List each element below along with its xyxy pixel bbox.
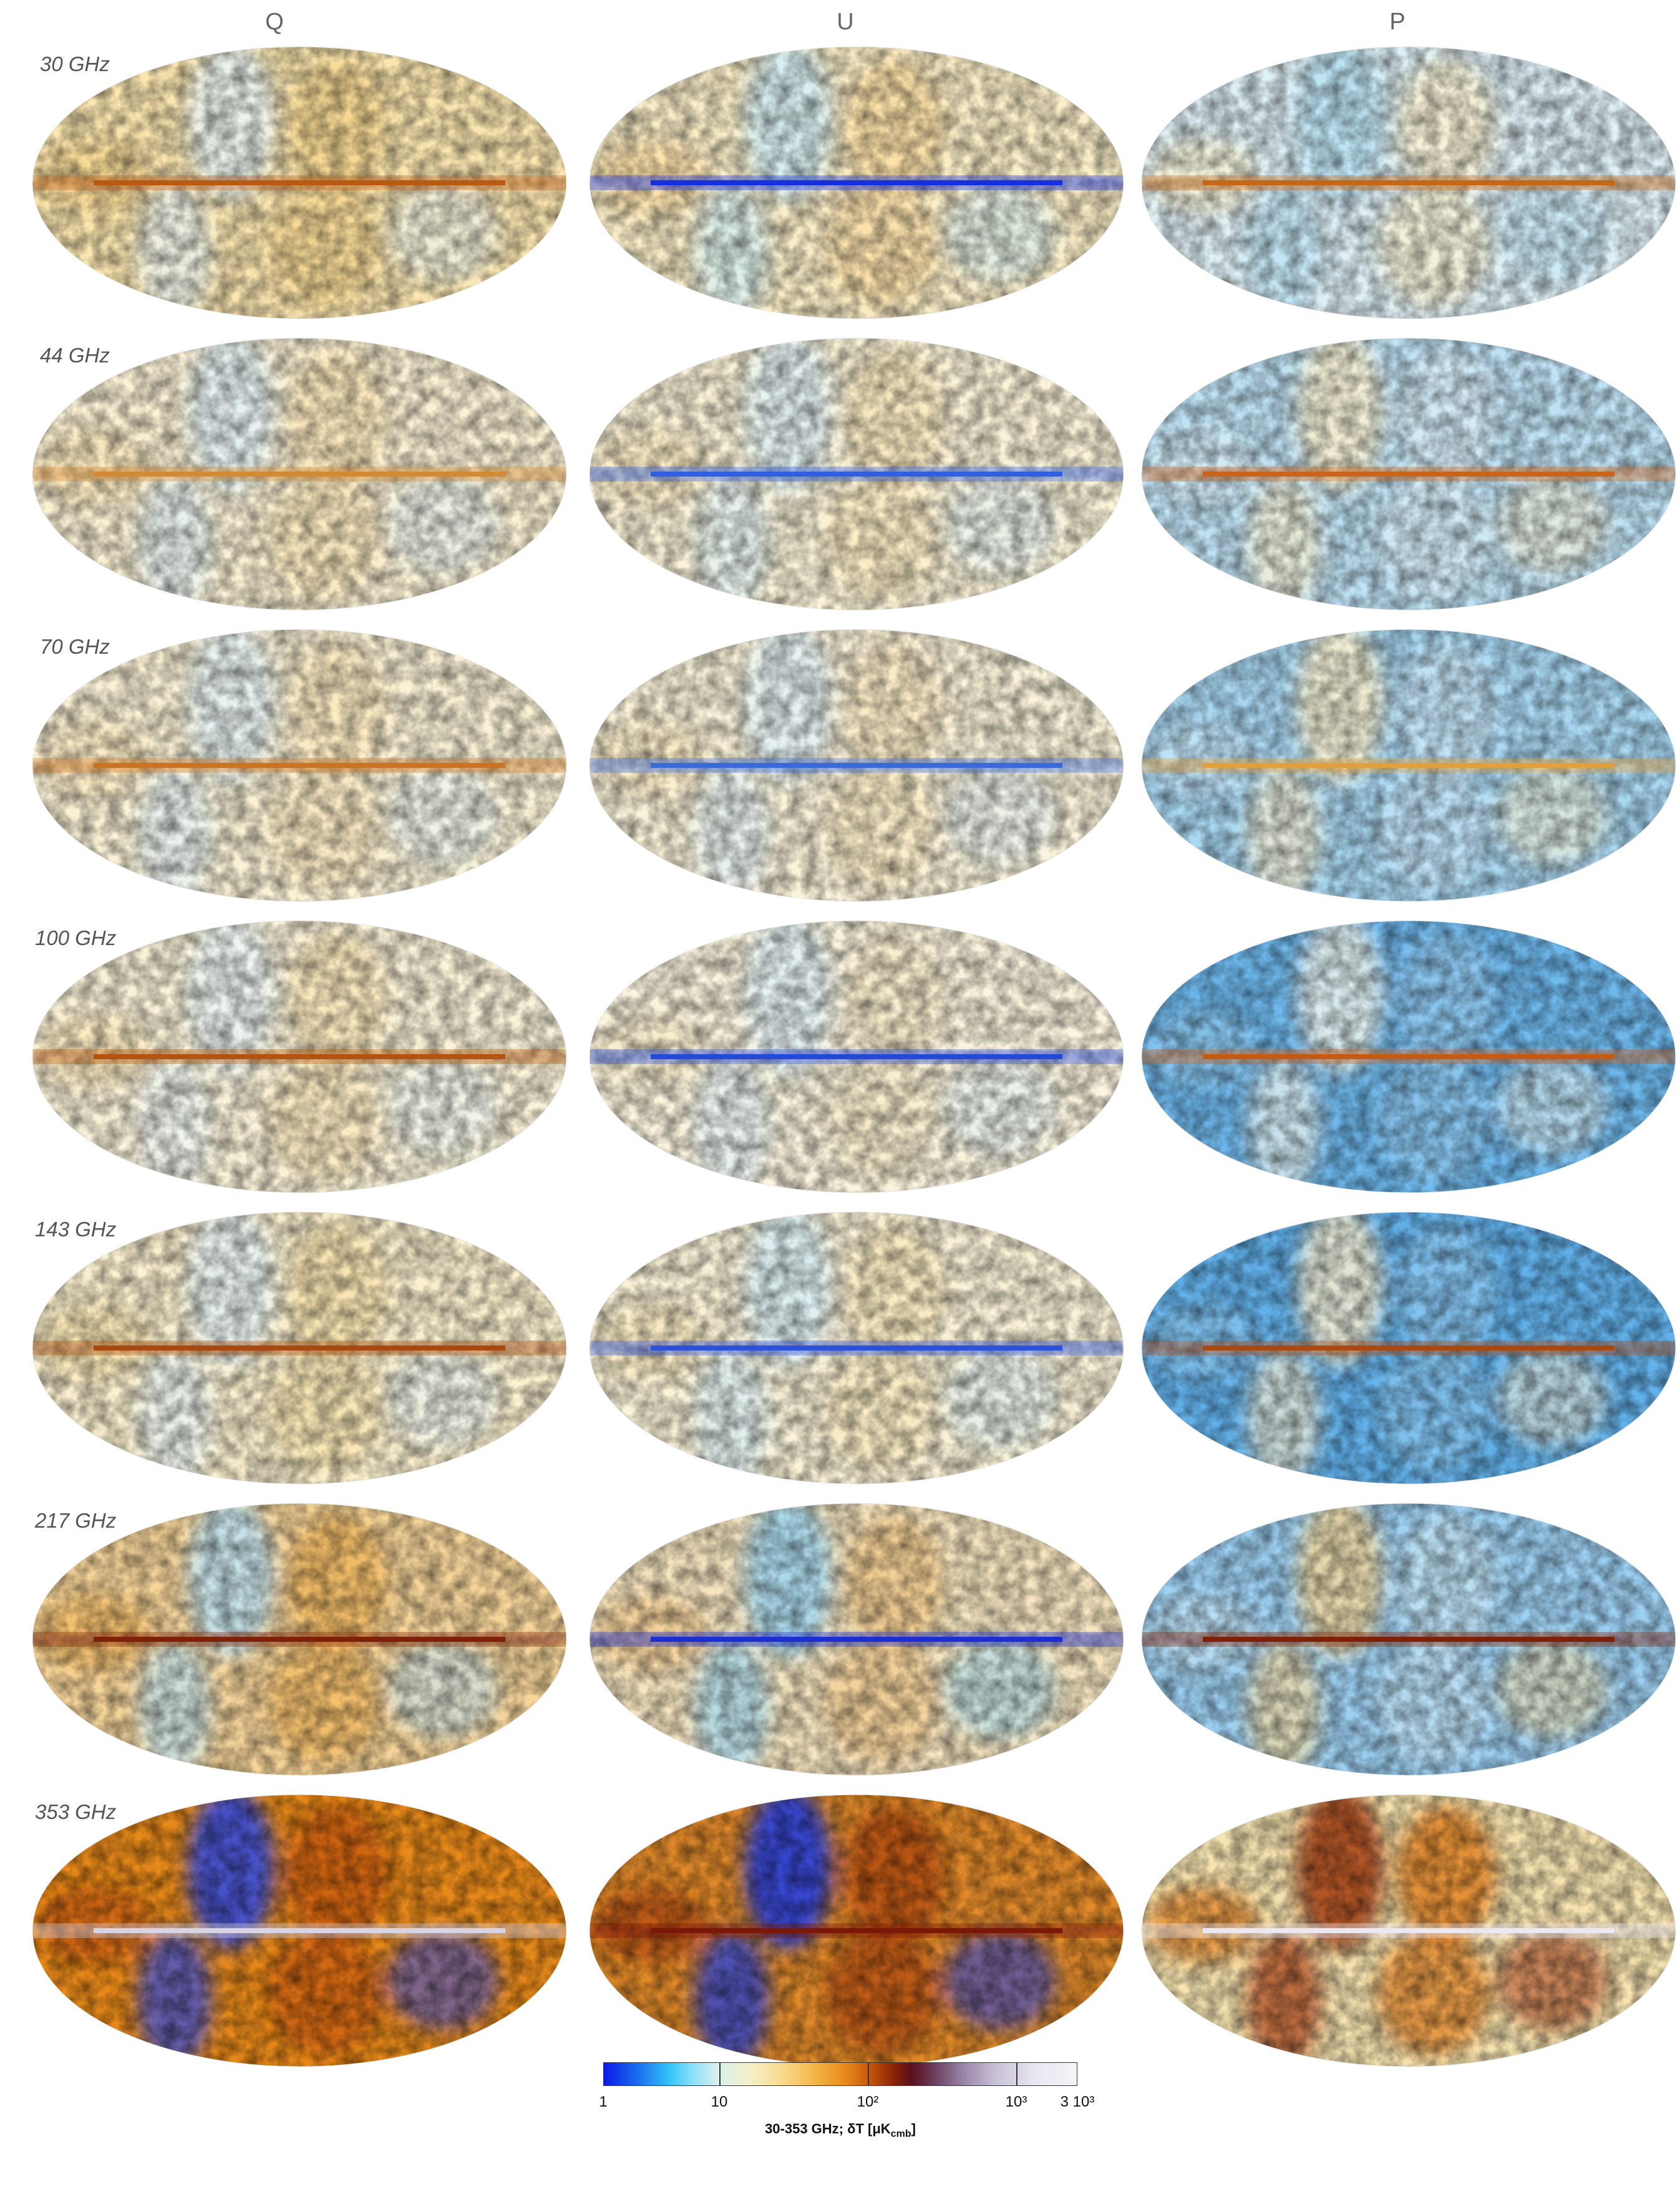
colorbar-gradient bbox=[603, 2062, 1077, 2086]
sky-map-p bbox=[1134, 916, 1680, 1197]
sky-map-q bbox=[25, 1499, 574, 1780]
sky-map-p bbox=[1134, 1208, 1680, 1488]
sky-map-q bbox=[25, 1208, 574, 1488]
colorbar bbox=[603, 2062, 1077, 2086]
frequency-label: 70 GHz bbox=[40, 635, 110, 658]
colorbar-title: 30-353 GHz; δT [μKcmb] bbox=[603, 2121, 1077, 2140]
sky-map-q bbox=[25, 625, 574, 906]
colorbar-label-1000: 10³ bbox=[1005, 2093, 1027, 2110]
colorbar-label-100: 10² bbox=[857, 2093, 879, 2110]
sky-map-p bbox=[1134, 42, 1680, 323]
colorbar-title-sub: cmb bbox=[890, 2128, 911, 2140]
column-header-q: Q bbox=[265, 9, 284, 35]
colorbar-label-1: 1 bbox=[599, 2093, 608, 2110]
sky-map-u bbox=[582, 1790, 1131, 2071]
colorbar-tick-1000 bbox=[1016, 2062, 1017, 2086]
sky-map-p bbox=[1134, 1499, 1680, 1780]
sky-map-q bbox=[25, 42, 574, 323]
sky-map-p bbox=[1134, 625, 1680, 906]
frequency-label: 353 GHz bbox=[35, 1800, 117, 1823]
sky-map-u bbox=[582, 916, 1131, 1197]
sky-map-q bbox=[25, 916, 574, 1197]
frequency-label: 30 GHz bbox=[40, 52, 110, 75]
colorbar-tick-10 bbox=[719, 2062, 721, 2086]
colorbar-title-main: 30-353 GHz; δT [μK bbox=[765, 2121, 891, 2136]
column-header-u: U bbox=[837, 9, 854, 35]
sky-map-q bbox=[25, 1790, 574, 2071]
frequency-label: 44 GHz bbox=[40, 344, 110, 367]
colorbar-label-10: 10 bbox=[711, 2093, 728, 2110]
sky-map-u bbox=[582, 625, 1131, 906]
sky-map-q bbox=[25, 334, 574, 614]
frequency-label: 217 GHz bbox=[35, 1509, 117, 1532]
sky-map-u bbox=[582, 42, 1131, 323]
sky-map-p bbox=[1134, 1790, 1680, 2071]
frequency-label: 100 GHz bbox=[35, 926, 117, 949]
colorbar-tick-100 bbox=[868, 2062, 869, 2086]
sky-map-u bbox=[582, 1208, 1131, 1488]
sky-map-p bbox=[1134, 334, 1680, 614]
colorbar-label-3000: 3 10³ bbox=[1060, 2093, 1095, 2110]
column-header-p: P bbox=[1389, 9, 1406, 35]
colorbar-title-end: ] bbox=[911, 2121, 916, 2136]
sky-map-u bbox=[582, 1499, 1131, 1780]
frequency-label: 143 GHz bbox=[35, 1218, 117, 1241]
sky-map-u bbox=[582, 334, 1131, 614]
